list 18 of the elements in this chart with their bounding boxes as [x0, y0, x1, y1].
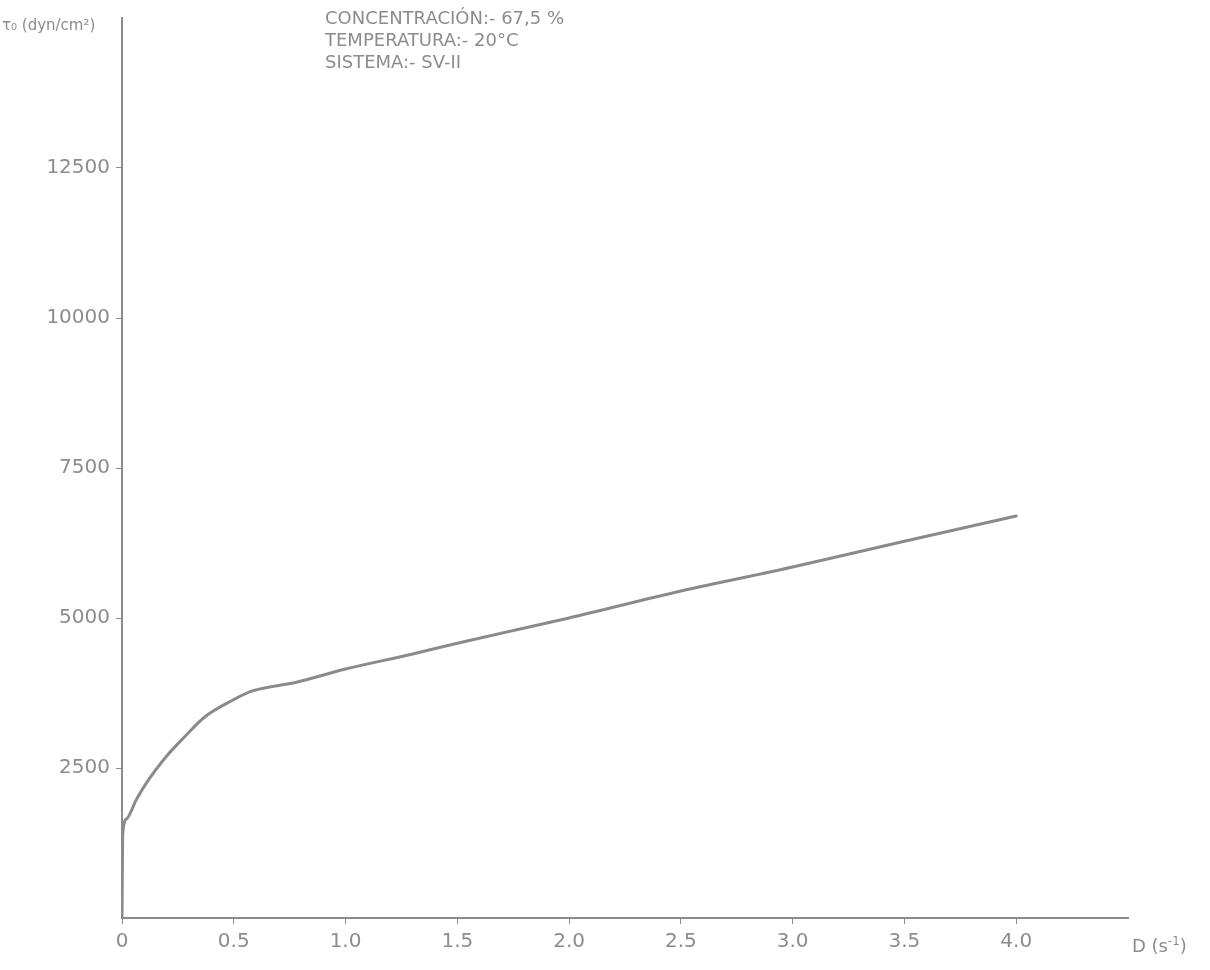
annotation: CONCENTRACIÓN:- 67,5 % [325, 7, 565, 28]
y-tick-label: 7500 [59, 454, 110, 479]
annotation: TEMPERATURA:- 20°C [324, 29, 519, 50]
x-tick-label: 3.5 [888, 928, 921, 953]
x-tick-label: 4.0 [1000, 928, 1033, 953]
y-axis-title: τ₀ (dyn/cm²) [2, 16, 96, 34]
x-tick-label: 2.0 [553, 928, 586, 953]
x-tick-label: 3.0 [776, 928, 809, 953]
x-tick-label: 1.0 [329, 928, 362, 953]
x-tick-label: 0.5 [217, 928, 250, 953]
annotation: SISTEMA:- SV-II [325, 51, 462, 72]
y-tick-label: 2500 [59, 754, 110, 779]
y-tick-label: 10000 [46, 304, 110, 329]
x-tick-label: 2.5 [664, 928, 697, 953]
y-tick-label: 5000 [59, 604, 110, 629]
x-tick-label: 1.5 [441, 928, 474, 953]
x-tick-label: 0 [115, 928, 129, 953]
y-tick-label: 12500 [46, 154, 110, 179]
